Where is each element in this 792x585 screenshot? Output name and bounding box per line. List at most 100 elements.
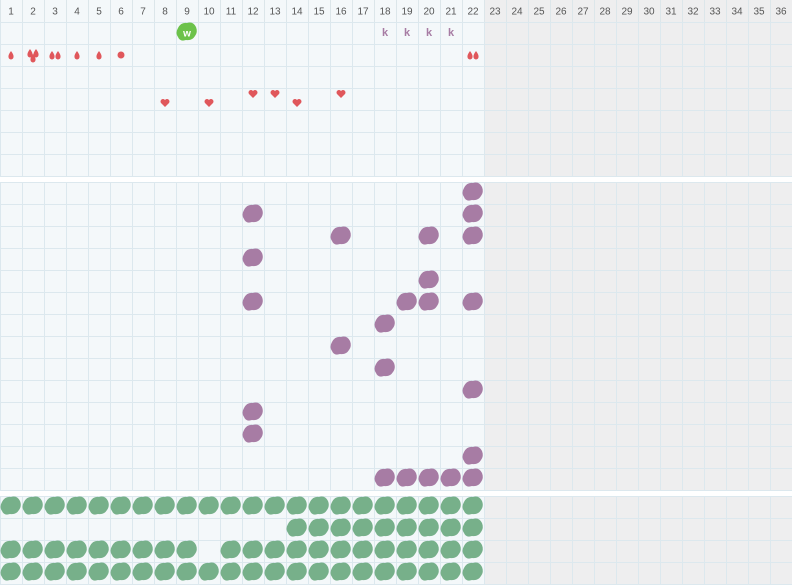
purple-blob (418, 270, 439, 289)
green-blob (440, 562, 461, 581)
green-blob (308, 496, 329, 515)
green-blob (462, 518, 483, 537)
purple-blob (396, 468, 417, 487)
green-blob (374, 540, 395, 559)
column-label: 30 (643, 7, 655, 18)
column-label: 12 (247, 7, 259, 18)
column-label: 16 (335, 7, 347, 18)
green-blob (264, 540, 285, 559)
column-label: 34 (731, 7, 743, 18)
green-blob (154, 562, 175, 581)
purple-blob (242, 204, 263, 223)
green-blob (22, 562, 43, 581)
w-label: w (182, 29, 191, 40)
column-label: 3 (52, 7, 58, 18)
column-label: 2 (30, 7, 36, 18)
column-label: 4 (74, 7, 80, 18)
column-label: 6 (118, 7, 124, 18)
green-blob (176, 496, 197, 515)
green-blob (374, 562, 395, 581)
green-blob (352, 562, 373, 581)
purple-blob (418, 226, 439, 245)
drop-icon (473, 51, 479, 60)
column-label: 10 (203, 7, 215, 18)
green-blob (440, 540, 461, 559)
column-label: 26 (555, 7, 567, 18)
green-blob (396, 540, 417, 559)
green-blob (462, 496, 483, 515)
drop-icon (27, 49, 33, 58)
purple-blob (462, 226, 483, 245)
drop-icon (96, 51, 102, 60)
green-blob (264, 496, 285, 515)
column-label: 23 (489, 7, 501, 18)
green-blob (396, 496, 417, 515)
green-blob (286, 518, 307, 537)
green-blob (0, 562, 21, 581)
drop-icon (55, 51, 61, 60)
purple-blob (374, 468, 395, 487)
green-blob (308, 540, 329, 559)
green-blob (154, 540, 175, 559)
green-blob (110, 496, 131, 515)
green-blob (220, 496, 241, 515)
green-blob (44, 540, 65, 559)
green-blob (396, 518, 417, 537)
green-blob (242, 496, 263, 515)
green-blob (66, 496, 87, 515)
green-blob (286, 496, 307, 515)
green-blob (44, 562, 65, 581)
green-blob (44, 496, 65, 515)
column-label: 15 (313, 7, 325, 18)
column-label: 24 (511, 7, 523, 18)
green-blob (242, 562, 263, 581)
purple-blob (330, 226, 351, 245)
purple-blob (462, 380, 483, 399)
purple-blob (462, 446, 483, 465)
column-label: 27 (577, 7, 589, 18)
column-label: 8 (162, 7, 168, 18)
green-blob (198, 562, 219, 581)
column-label: 1 (8, 7, 14, 18)
purple-blob (374, 314, 395, 333)
k-label: k (404, 27, 411, 39)
column-label: 36 (775, 7, 787, 18)
green-blob (132, 540, 153, 559)
k-label: k (382, 27, 389, 39)
green-blob (176, 562, 197, 581)
green-blob (396, 562, 417, 581)
green-blob (462, 540, 483, 559)
column-label: 18 (379, 7, 391, 18)
green-blob (374, 518, 395, 537)
w-badge (176, 22, 197, 41)
green-blob (286, 540, 307, 559)
green-blob (330, 496, 351, 515)
purple-blob (462, 468, 483, 487)
green-blob (110, 562, 131, 581)
green-blob (220, 562, 241, 581)
green-blob (154, 496, 175, 515)
green-blob (110, 540, 131, 559)
purple-blob (242, 424, 263, 443)
green-blob (0, 540, 21, 559)
purple-blob (462, 204, 483, 223)
green-blob (440, 496, 461, 515)
dot-icon (117, 51, 125, 59)
drop-icon (30, 54, 36, 63)
column-label: 13 (269, 7, 281, 18)
purple-blob (462, 182, 483, 201)
drop-icon (467, 51, 473, 60)
purple-blob (242, 248, 263, 267)
purple-blob (330, 336, 351, 355)
column-label: 28 (599, 7, 611, 18)
green-blob (88, 562, 109, 581)
column-label: 32 (687, 7, 699, 18)
drop-icon (74, 51, 80, 60)
green-blob (462, 562, 483, 581)
green-blob (418, 562, 439, 581)
green-blob (198, 496, 219, 515)
purple-blob (440, 468, 461, 487)
green-blob (0, 496, 21, 515)
green-blob (88, 540, 109, 559)
